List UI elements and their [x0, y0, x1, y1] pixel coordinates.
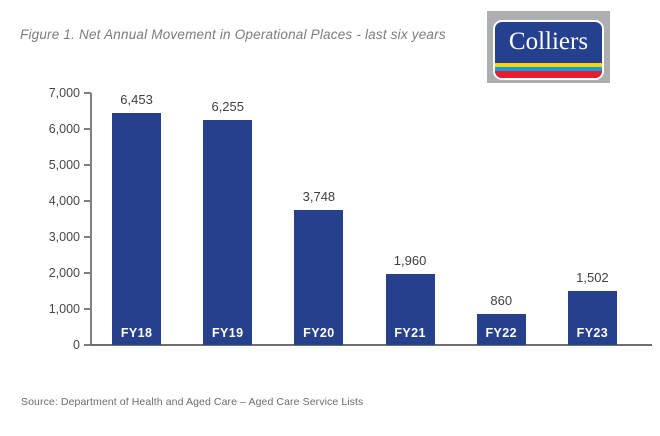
category-label: FY22	[485, 325, 517, 340]
bar-fy19: FY19	[203, 119, 253, 345]
logo-stripe-cyan	[495, 67, 602, 71]
category-label: FY21	[394, 325, 426, 340]
bar-fy20: FY20	[294, 210, 344, 345]
y-tick-label: 4,000	[48, 194, 80, 208]
y-tick-label: 3,000	[48, 230, 80, 244]
y-tick-label: 5,000	[48, 158, 80, 172]
y-tick-mark	[84, 200, 91, 202]
category-label: FY19	[212, 325, 244, 340]
colliers-wordmark: Colliers	[508, 28, 589, 55]
value-label: 1,960	[393, 253, 427, 269]
value-label: 1,502	[576, 269, 609, 285]
bar-fy21: FY21	[385, 274, 435, 345]
category-label: FY23	[576, 325, 609, 340]
x-axis-line	[90, 344, 652, 346]
value-label: 860	[490, 293, 513, 309]
logo-stripe-yellow	[495, 63, 602, 67]
value-label: 6,255	[211, 98, 245, 114]
source-note: Source: Department of Health and Aged Ca…	[21, 396, 364, 408]
y-tick-mark	[84, 272, 91, 274]
logo-stripe-red	[495, 71, 602, 78]
colliers-logo-card: Colliers	[493, 20, 604, 80]
y-tick-mark	[84, 308, 91, 310]
value-label: 3,748	[302, 189, 336, 205]
category-label: FY18	[120, 325, 153, 340]
y-tick-label: 6,000	[48, 122, 80, 136]
category-label: FY20	[303, 325, 335, 340]
bar-fy18: FY18	[112, 112, 162, 345]
y-tick-mark	[84, 128, 91, 130]
bar-fy23: FY23	[567, 290, 617, 345]
y-tick-label: 2,000	[48, 266, 80, 280]
y-tick-label: 0	[73, 338, 80, 352]
y-tick-mark	[84, 236, 91, 238]
figure-title: Figure 1. Net Annual Movement in Operati…	[20, 27, 446, 42]
y-axis-line	[90, 93, 92, 345]
y-tick-mark	[84, 344, 91, 346]
value-label: 6,453	[120, 91, 153, 107]
y-tick-label: 1,000	[48, 302, 80, 316]
y-tick-mark	[84, 92, 91, 94]
y-tick-mark	[84, 164, 91, 166]
colliers-logo: Colliers	[487, 11, 610, 83]
y-tick-label: 7,000	[48, 86, 80, 100]
bar-fy22: FY22	[476, 314, 526, 345]
